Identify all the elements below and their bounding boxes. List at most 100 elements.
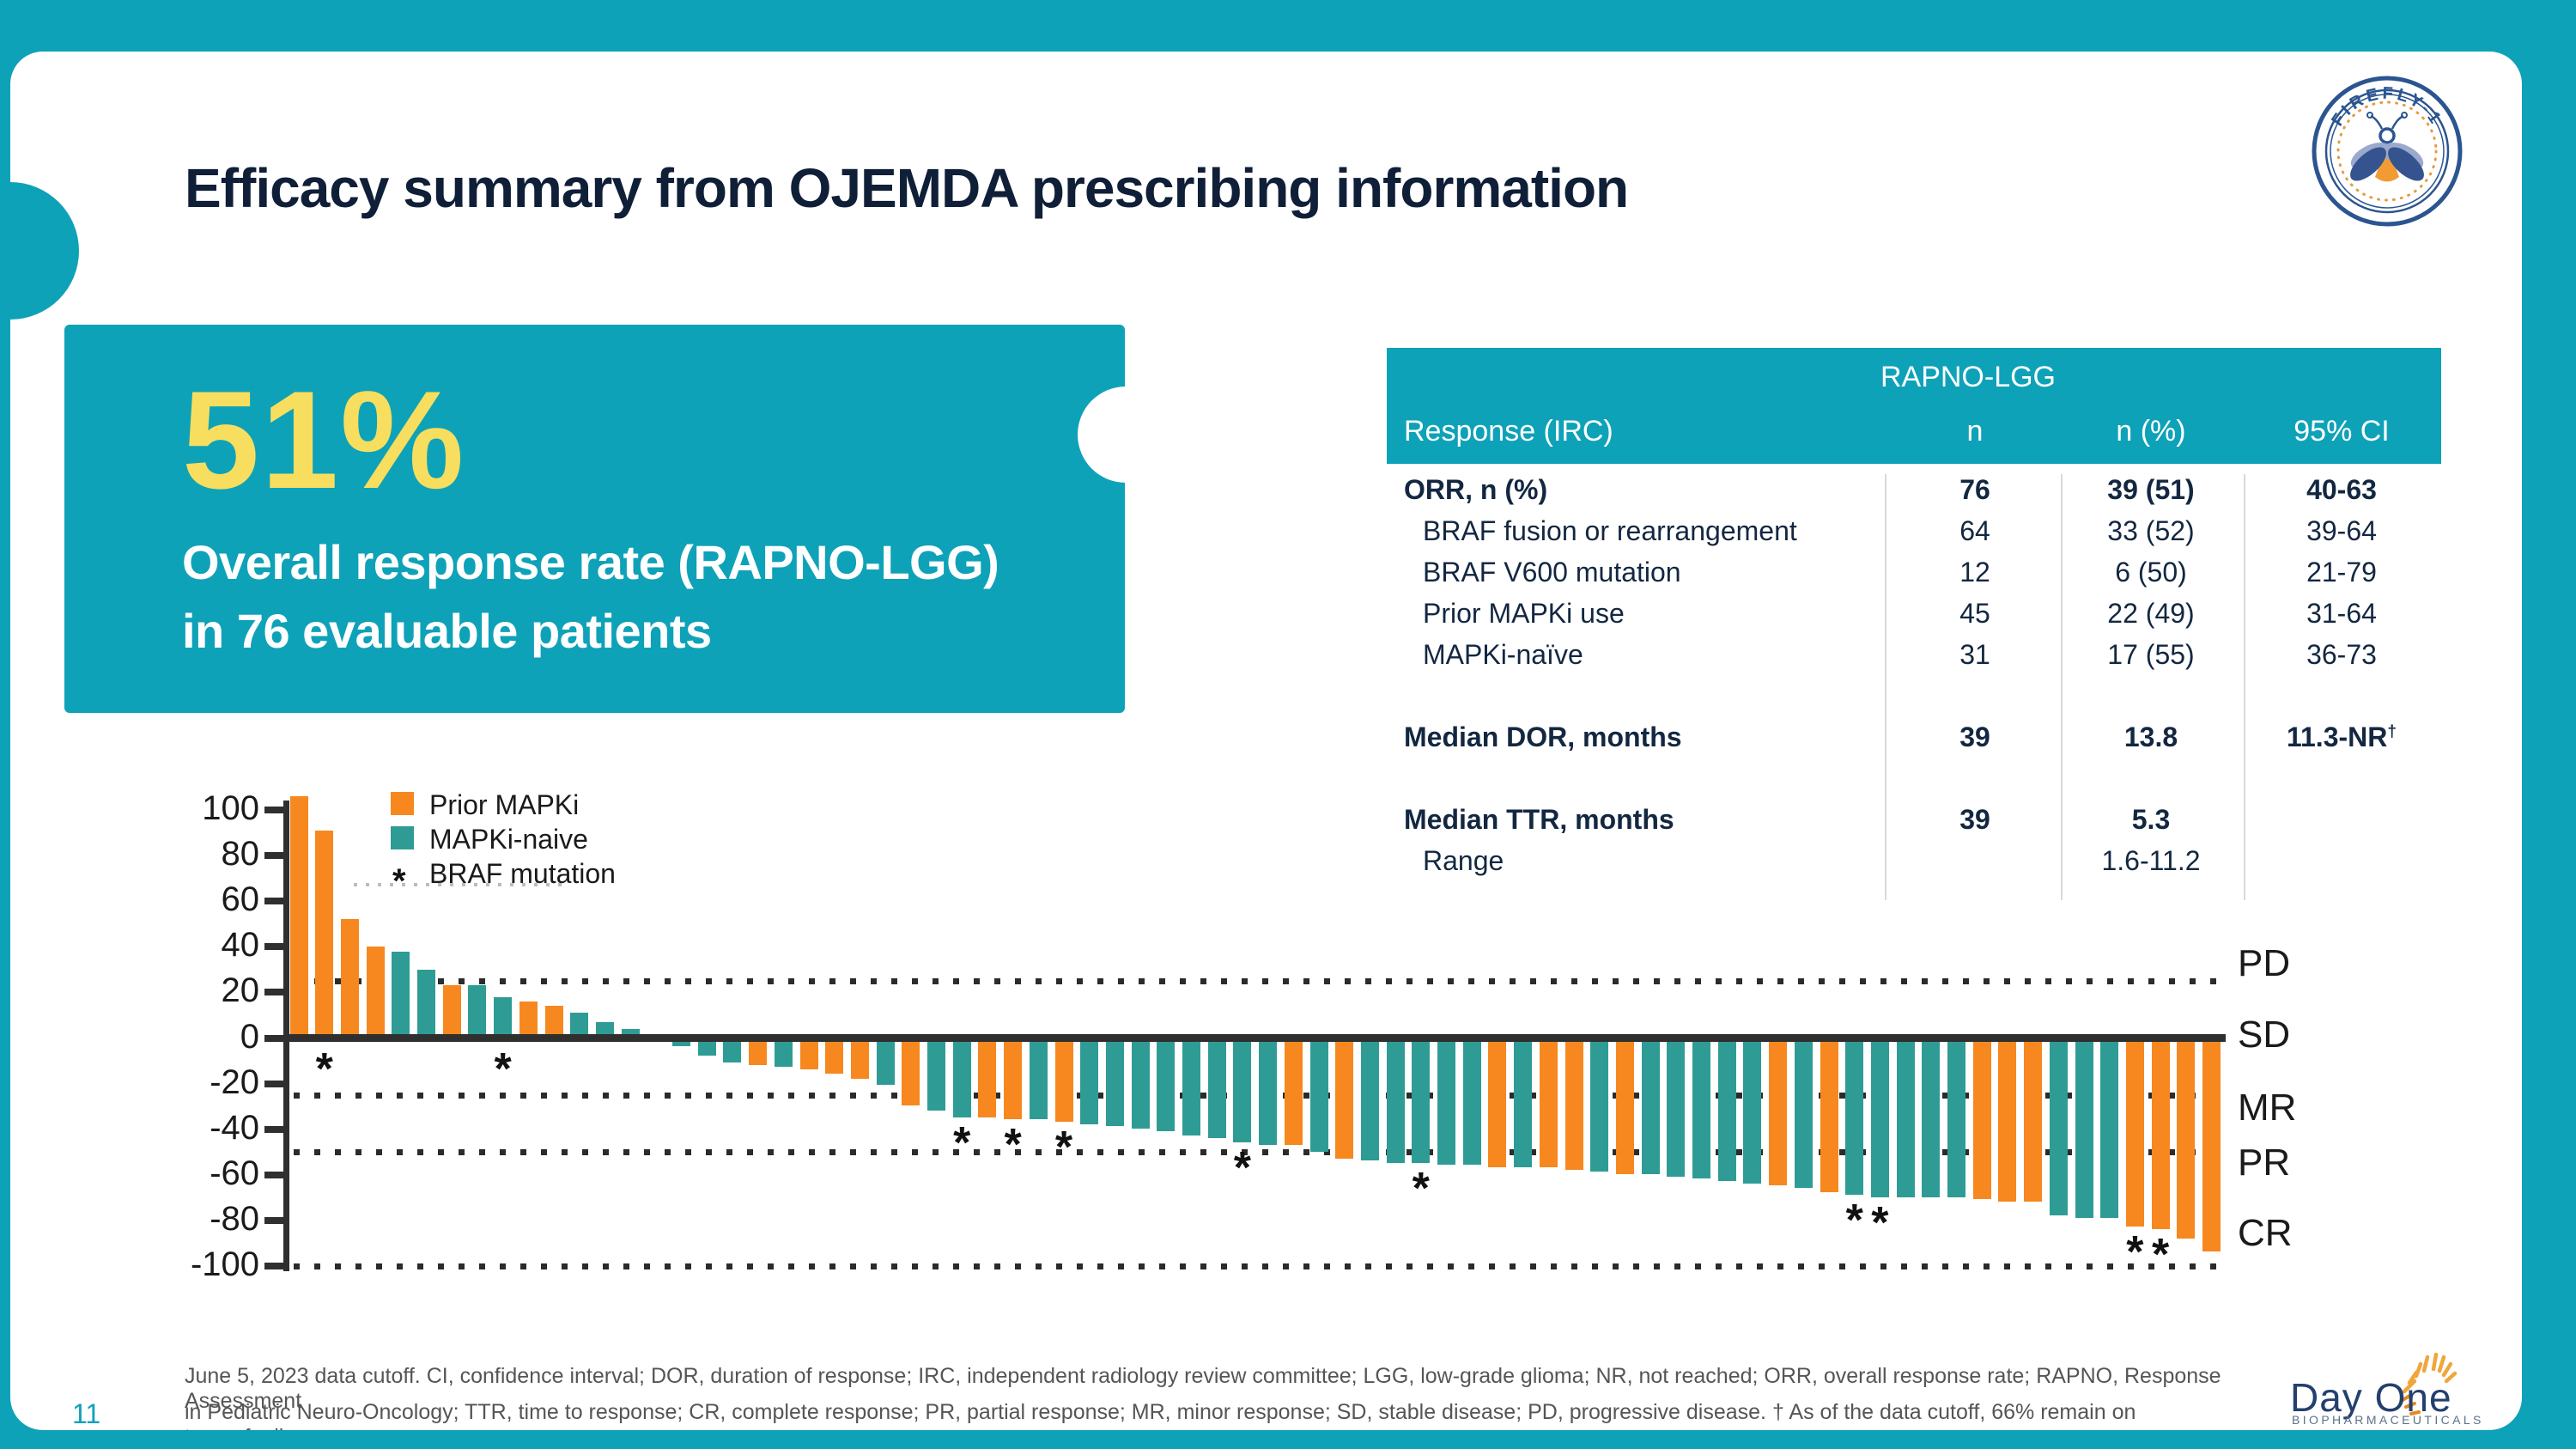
waterfall-bar (1667, 1042, 1686, 1177)
waterfall-bar (749, 1042, 768, 1065)
table-cell: 39 (1959, 721, 1990, 752)
legend-swatch-prior-mapki (391, 792, 414, 815)
waterfall-bar (1870, 1042, 1889, 1197)
orr-stat-value: 51% (182, 362, 466, 518)
table-header-band (1387, 348, 2441, 464)
waterfall-bar (2125, 1042, 2144, 1227)
braf-mutation-asterisk: * (1233, 1142, 1252, 1193)
table-column-divider (2061, 474, 2063, 900)
y-axis-tick-label: 100 (202, 788, 259, 827)
table-cell: BRAF fusion or rearrangement (1423, 515, 1797, 546)
footnote-line2: in Pediatric Neuro-Oncology; TTR, time t… (185, 1400, 2136, 1430)
y-axis-tick-label: -60 (210, 1154, 259, 1192)
table-cell: Median TTR, months (1404, 804, 1674, 835)
waterfall-bar (876, 1042, 895, 1086)
waterfall-bar (340, 919, 359, 1038)
day-one-subtitle: BIOPHARMACEUTICALS (2292, 1413, 2484, 1427)
response-category-label: MR (2238, 1086, 2297, 1129)
waterfall-bar (2100, 1042, 2119, 1218)
y-axis-tick (264, 1263, 283, 1270)
waterfall-bar (1615, 1042, 1634, 1175)
waterfall-bar (1462, 1042, 1481, 1166)
response-category-label: PD (2238, 942, 2291, 985)
waterfall-bar (1922, 1042, 1941, 1197)
braf-mutation-asterisk: * (2126, 1227, 2144, 1278)
y-axis-tick-label: 0 (240, 1017, 259, 1056)
waterfall-bar (825, 1042, 844, 1075)
waterfall-bar (1590, 1042, 1609, 1172)
firefly-bug-icon (2350, 112, 2424, 182)
waterfall-bar (2075, 1042, 2093, 1218)
table-cell: Median DOR, months (1404, 721, 1682, 752)
waterfall-bar (1386, 1042, 1405, 1163)
waterfall-bar (723, 1042, 742, 1062)
waterfall-bar (2024, 1042, 2043, 1202)
table-cell: 31 (1959, 639, 1990, 670)
waterfall-bar (1207, 1042, 1226, 1138)
waterfall-bar (289, 795, 308, 1038)
y-axis-tick-label: 40 (221, 926, 260, 965)
table-cell: 12 (1959, 557, 1990, 588)
waterfall-bar (1412, 1042, 1431, 1163)
table-cell: 39-64 (2306, 515, 2377, 546)
waterfall-bar (1717, 1042, 1736, 1182)
braf-mutation-asterisk: * (1054, 1122, 1073, 1172)
braf-mutation-asterisk: * (1845, 1196, 1863, 1246)
waterfall-bar (392, 951, 410, 1038)
waterfall-bar (2202, 1042, 2221, 1252)
table-cell: 45 (1959, 598, 1990, 629)
braf-mutation-asterisk: * (1871, 1197, 1889, 1248)
table-cell: 40-63 (2306, 474, 2377, 505)
waterfall-bar (468, 985, 487, 1038)
waterfall-bar (799, 1042, 818, 1069)
table-cell: 36-73 (2306, 639, 2377, 670)
response-category-label: CR (2238, 1212, 2293, 1254)
braf-mutation-asterisk: * (2151, 1229, 2170, 1280)
legend-label: Prior MAPKi (429, 789, 580, 820)
orr-stat-caption-line1: Overall response rate (RAPNO-LGG) (182, 535, 999, 589)
legend-label: BRAF mutation (429, 858, 616, 889)
y-axis-tick-label: 80 (221, 834, 260, 873)
waterfall-bar (1794, 1042, 1813, 1189)
waterfall-bar (1743, 1042, 1762, 1184)
page-number: 11 (72, 1398, 101, 1429)
waterfall-bar (1259, 1042, 1278, 1145)
waterfall-bar (1641, 1042, 1660, 1175)
table-cell: 13.8 (2123, 721, 2178, 752)
zero-axis-line (283, 1034, 2226, 1042)
table-cell: 76 (1959, 474, 1990, 505)
waterfall-bar (1488, 1042, 1507, 1168)
waterfall-bar (1105, 1042, 1124, 1127)
waterfall-bar (978, 1042, 997, 1117)
waterfall-bar (621, 1028, 640, 1038)
y-axis-tick (264, 943, 283, 951)
waterfall-bar (417, 969, 435, 1038)
waterfall-bar (1820, 1042, 1838, 1193)
y-axis-tick-label: -80 (210, 1200, 259, 1239)
legend-label: MAPKi-naive (429, 824, 588, 855)
waterfall-bar (774, 1042, 793, 1068)
waterfall-bar (2151, 1042, 2170, 1229)
table-column-header: n (1966, 415, 1984, 447)
y-axis-tick-label: -40 (210, 1108, 259, 1147)
legend-swatch-mapki-naive (391, 826, 414, 849)
waterfall-bar (570, 1013, 589, 1038)
waterfall-bar (1845, 1042, 1864, 1196)
waterfall-bar (1437, 1042, 1455, 1166)
waterfall-bar (1564, 1042, 1583, 1170)
waterfall-bar (1157, 1042, 1176, 1131)
waterfall-bar (2177, 1042, 2196, 1239)
waterfall-bar (1896, 1042, 1915, 1197)
waterfall-bar (902, 1042, 920, 1106)
orr-stat-caption-line2: in 76 evaluable patients (182, 604, 712, 658)
callout-edge-notch (1078, 387, 1174, 483)
waterfall-bar (2049, 1042, 2068, 1215)
y-axis-tick-label: 20 (221, 971, 260, 1010)
waterfall-bar (1335, 1042, 1354, 1159)
waterfall-bar (1182, 1042, 1200, 1135)
braf-mutation-asterisk: * (953, 1117, 971, 1168)
threshold-dotted-line (294, 1263, 2226, 1270)
sunburst-icon (2401, 1352, 2458, 1416)
y-axis-tick (264, 989, 283, 996)
y-axis-tick (264, 1034, 283, 1042)
